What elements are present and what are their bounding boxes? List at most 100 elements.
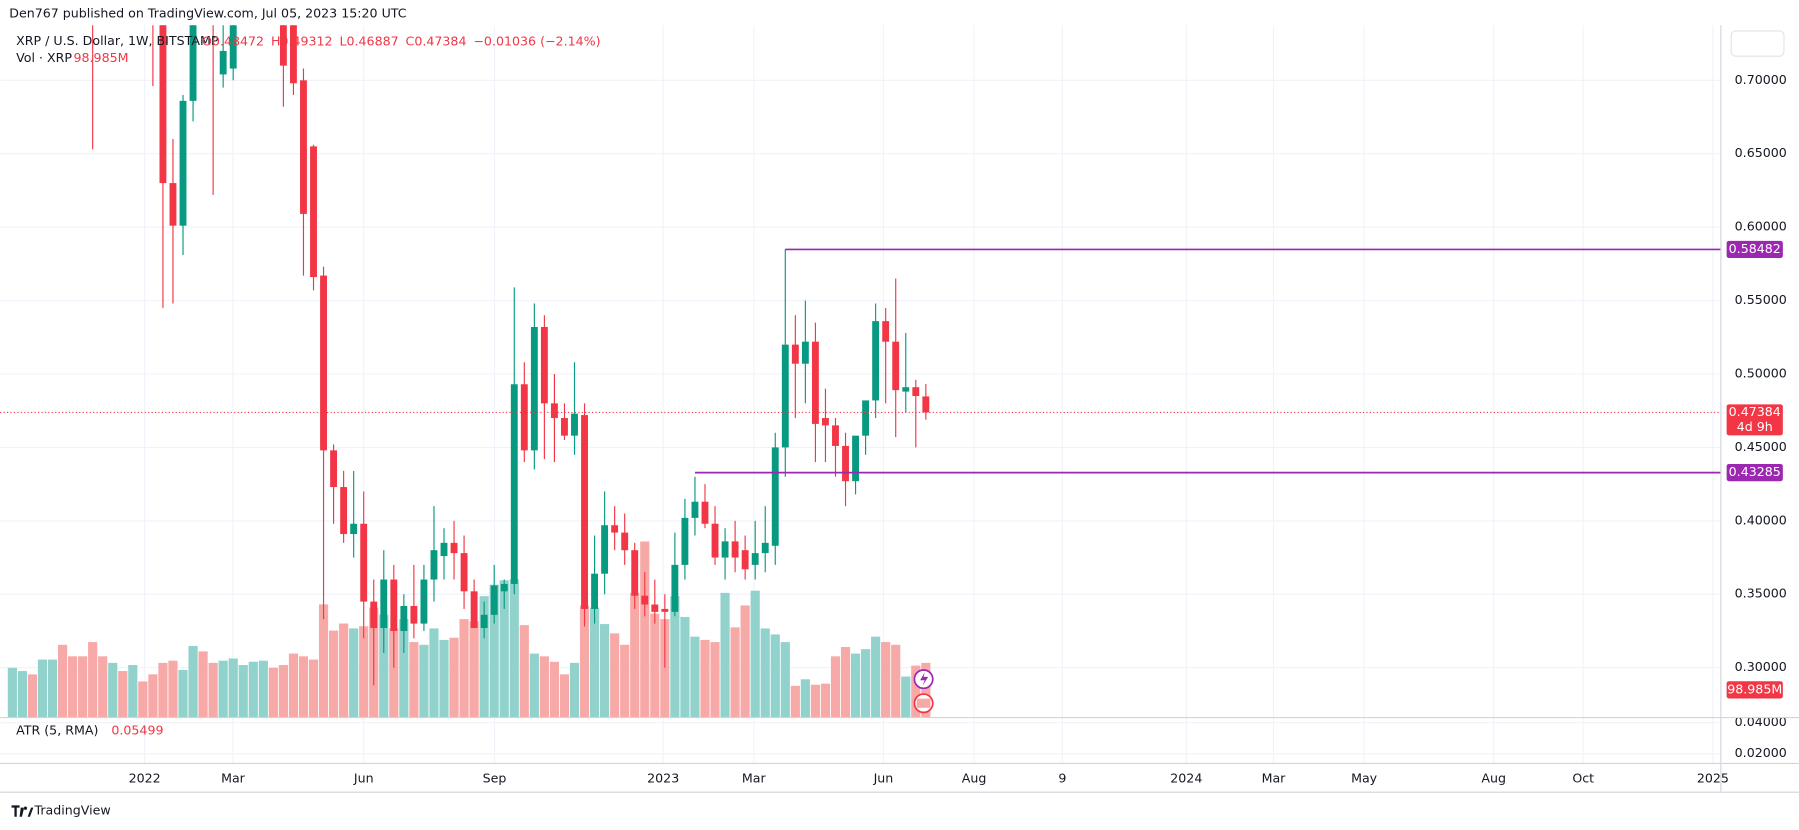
candle-body (480, 614, 488, 629)
volume-bar (188, 645, 198, 718)
volume-bar (298, 656, 309, 718)
volume-bar (349, 628, 359, 718)
volume-bar (37, 659, 48, 718)
publish-header: Den767 published on TradingView.com, Jul… (9, 5, 406, 20)
volume-bar (660, 619, 670, 718)
volume-bar (891, 644, 901, 718)
symbol-title: XRP / U.S. Dollar, 1W, BITSTAMP (16, 33, 219, 48)
volume-bar (328, 630, 339, 718)
volume-bar (720, 592, 730, 718)
candle-body (530, 326, 538, 451)
volume-bar (409, 642, 419, 718)
volume-bar (680, 616, 690, 718)
x-tick-label: 9 (1058, 770, 1066, 785)
candle-body (892, 341, 900, 391)
volume-bar (670, 596, 680, 718)
candle-body (711, 523, 719, 558)
volume-bar (579, 605, 590, 718)
candle-body (320, 275, 327, 451)
candle-body (189, 25, 197, 101)
candle-body (279, 25, 287, 66)
volume-bar (268, 667, 278, 718)
candle-body (300, 80, 307, 214)
volume-bar (710, 642, 720, 718)
ohlc-item: O0.48472 (202, 33, 264, 48)
volume-bar (318, 604, 329, 718)
volume-bar (489, 584, 499, 718)
candle-body (340, 487, 348, 535)
volume-bar (640, 541, 650, 718)
atr-value: 0.05499 (111, 722, 163, 737)
volume-value: 98.985M (74, 50, 129, 65)
candle-body (571, 413, 578, 436)
level-label: 0.58482 (1729, 241, 1781, 256)
x-tick-label: 2023 (647, 770, 679, 785)
candle-body (460, 553, 468, 592)
candle-body (440, 542, 448, 557)
volume-bar (790, 685, 800, 718)
volume-bar (148, 674, 158, 718)
x-tick-label: Mar (742, 770, 767, 785)
x-tick-label: 2024 (1170, 770, 1202, 785)
y-tick-label: 0.45000 (1735, 439, 1787, 454)
candle-body (771, 447, 779, 546)
candle-body (510, 384, 518, 584)
candle-body (581, 415, 588, 609)
x-tick-label: Aug (1481, 770, 1506, 785)
volume-bar (7, 667, 17, 718)
footer-logo (11, 805, 34, 817)
volume-bar (379, 614, 389, 718)
candle-body (801, 341, 809, 364)
volume-label-box (1726, 681, 1783, 699)
candle-body (631, 550, 639, 596)
volume-bar (27, 674, 38, 718)
x-tick-label: May (1351, 770, 1378, 785)
volume-bar (439, 639, 449, 718)
volume-bar (339, 623, 349, 718)
volume-bar (449, 637, 459, 718)
candle-body (370, 601, 378, 629)
candle-body (430, 550, 438, 580)
x-tick-label: Mar (221, 770, 246, 785)
x-tick-label: 2025 (1697, 770, 1729, 785)
volume-bar (479, 596, 489, 718)
volume-bar (499, 580, 509, 718)
candle-body (691, 501, 699, 518)
candle-body (601, 525, 609, 574)
volume-bar (871, 636, 881, 718)
volume-bar (780, 642, 790, 718)
volume-bar (419, 644, 429, 718)
atr-tick-label: 0.02000 (1735, 745, 1787, 760)
y-tick-label: 0.35000 (1735, 586, 1787, 601)
volume-bar (569, 662, 580, 718)
settings-box[interactable] (1730, 30, 1785, 57)
volume-bar (218, 660, 228, 718)
volume-bar (519, 625, 529, 718)
volume-bar (469, 621, 479, 718)
volume-bar (760, 628, 770, 718)
economic-event-flag (916, 698, 931, 708)
volume-bar (840, 647, 851, 718)
x-tick-label: Jun (353, 770, 374, 785)
candle-layer (92, 25, 930, 686)
candle-body (540, 326, 548, 404)
volume-bar (47, 659, 58, 718)
volume-bar (258, 660, 268, 718)
candle-body (701, 501, 709, 524)
volume-bar (610, 633, 620, 718)
candle-body (289, 25, 297, 84)
volume-bar (770, 634, 780, 718)
volume-bar (539, 656, 549, 718)
candle-body (671, 564, 679, 612)
candle-body (410, 605, 418, 624)
volume-bar (359, 626, 369, 718)
candle-body (450, 542, 458, 554)
candle-body (751, 553, 759, 565)
volume-bar (98, 656, 108, 718)
candle-body (872, 321, 880, 401)
candle-body (591, 573, 599, 609)
volume-bar (509, 579, 519, 718)
volume-bar (168, 660, 178, 718)
volume-bar (881, 642, 891, 718)
volume-bar (850, 653, 861, 718)
